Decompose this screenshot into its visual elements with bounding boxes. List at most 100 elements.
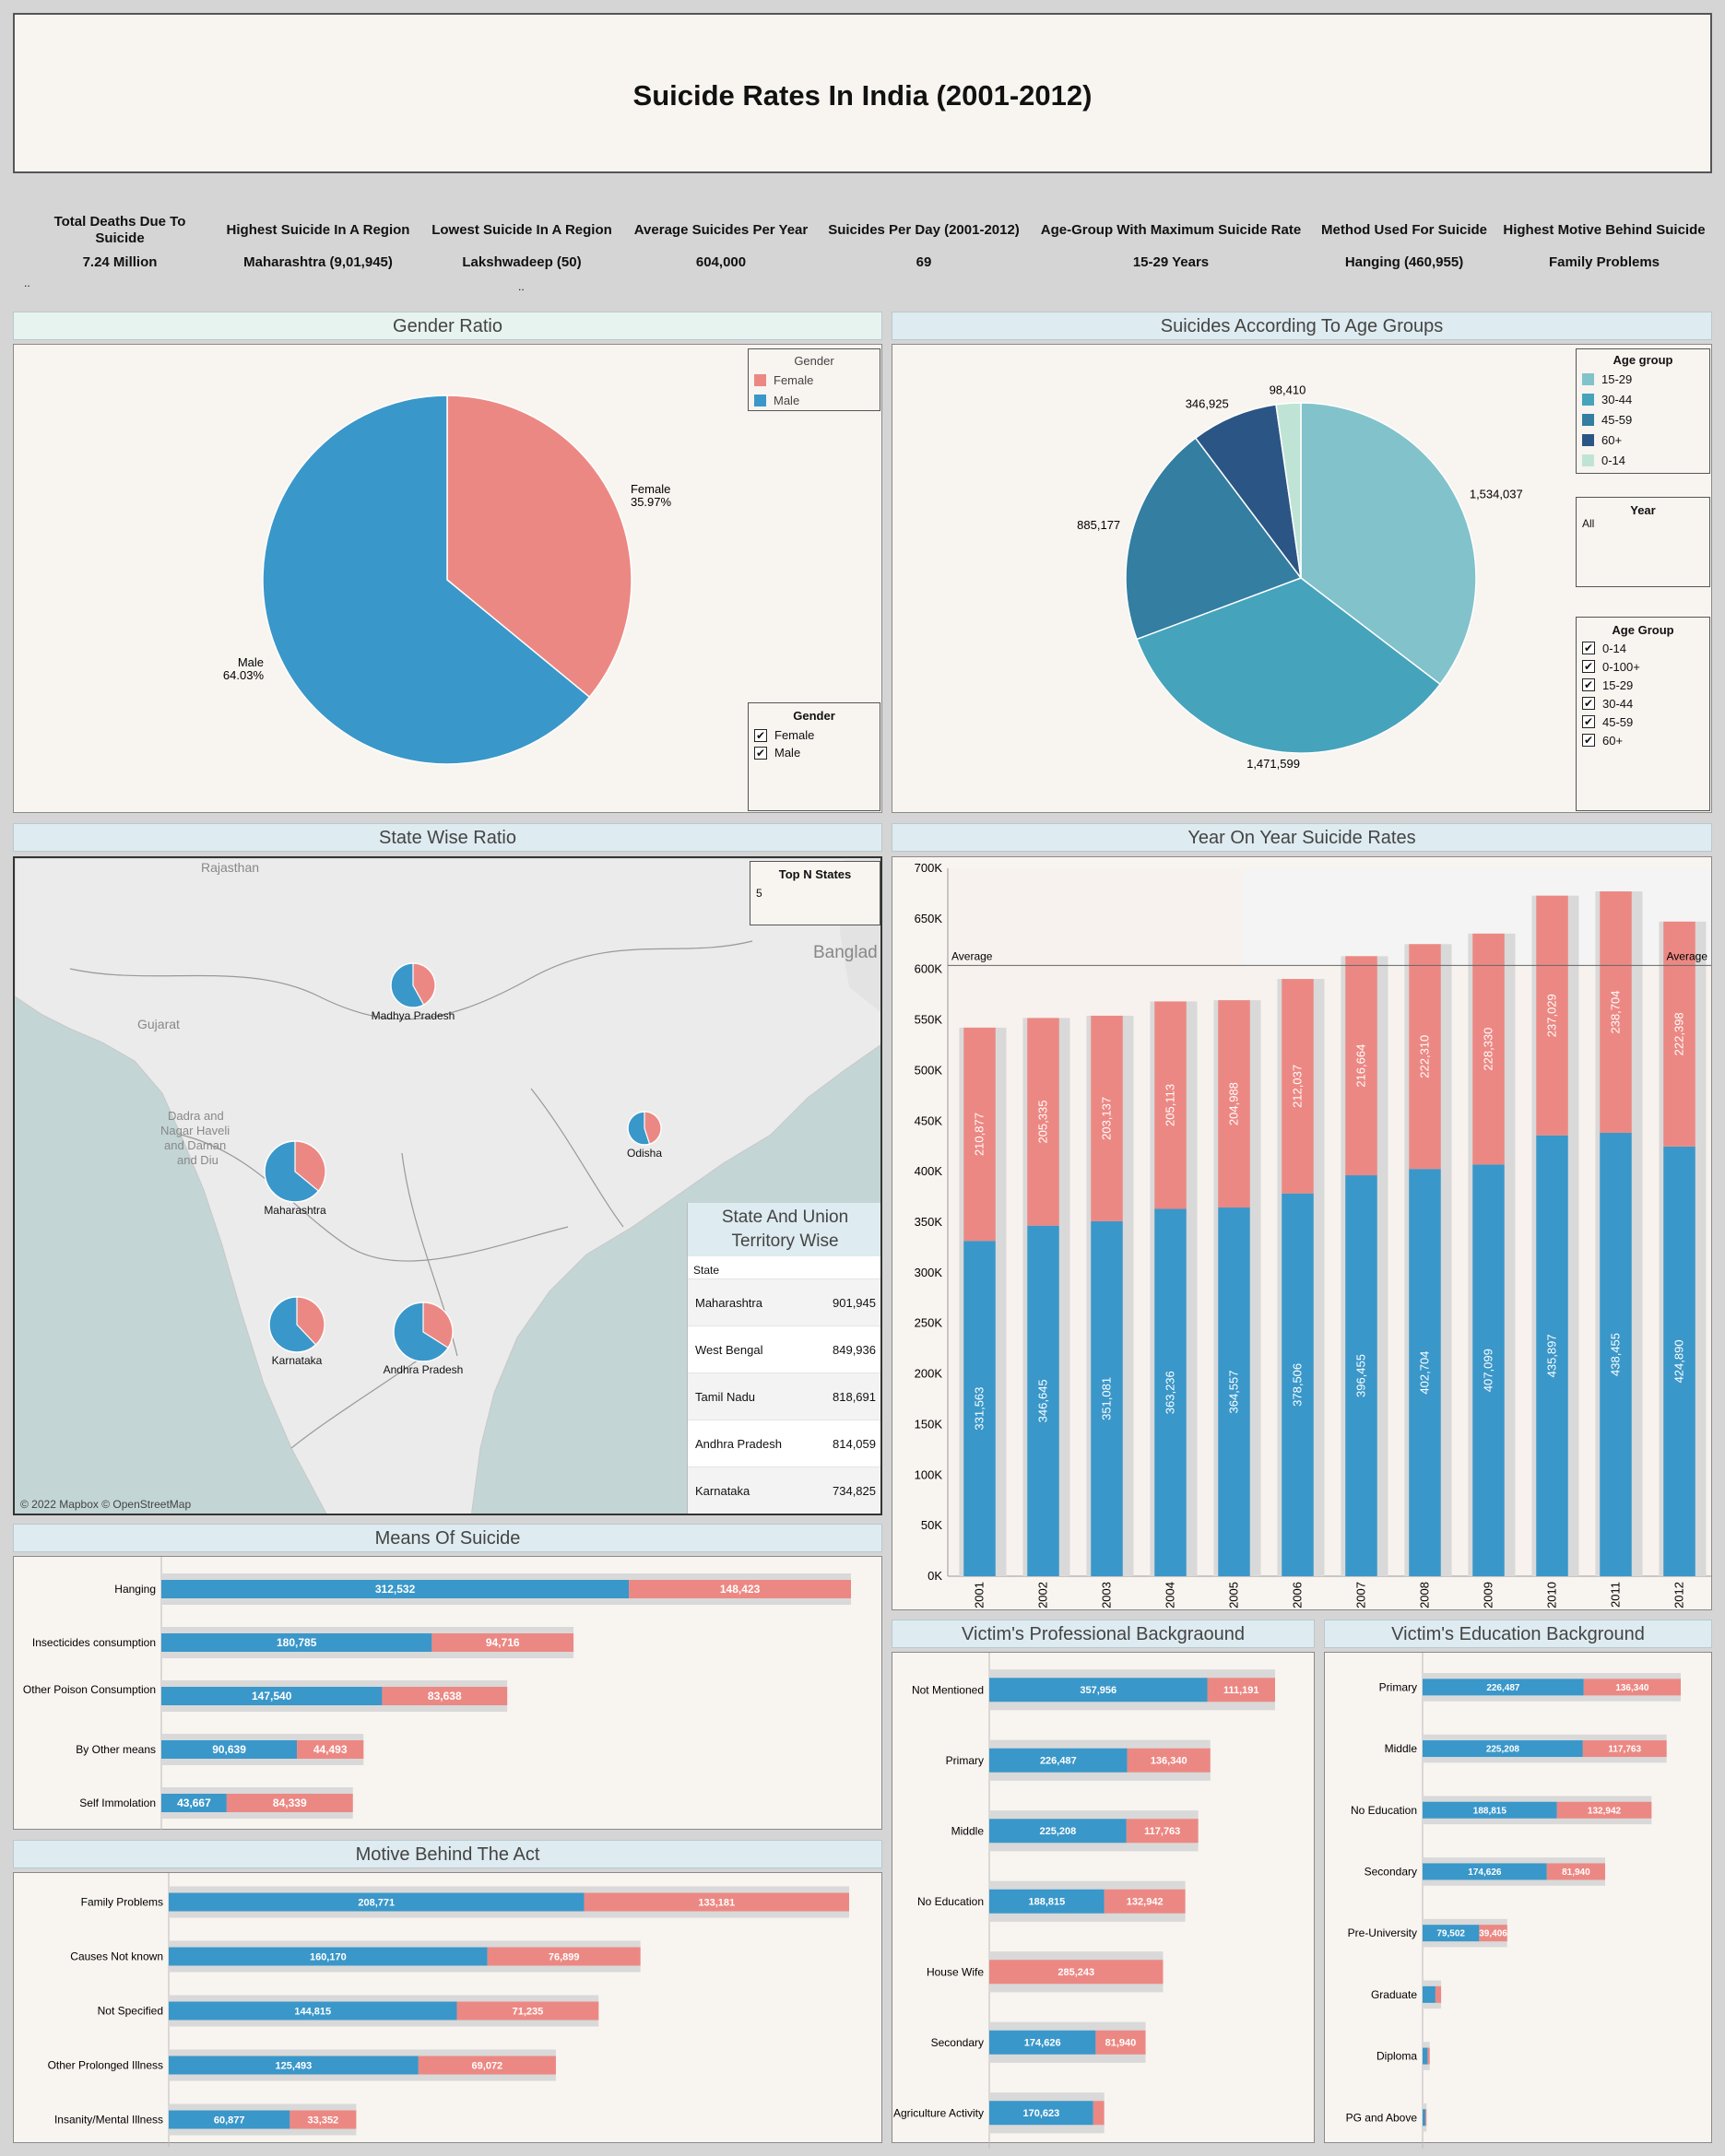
bar-male[interactable] xyxy=(161,1633,432,1652)
bar-male[interactable] xyxy=(1536,1135,1568,1576)
bar-male[interactable] xyxy=(161,1794,227,1812)
bar-male[interactable] xyxy=(989,2101,1093,2126)
bar-male[interactable] xyxy=(989,1889,1105,1914)
bar-male[interactable] xyxy=(989,1678,1208,1702)
checkbox-icon[interactable]: ✔ xyxy=(1582,715,1595,728)
bar-female[interactable] xyxy=(418,2056,556,2075)
bar-male[interactable] xyxy=(1423,2047,1428,2065)
pie-slice-male[interactable] xyxy=(262,395,591,765)
bar-male[interactable] xyxy=(1663,1146,1695,1576)
filter-female[interactable]: ✔ Female xyxy=(749,726,880,744)
bar-female[interactable] xyxy=(1536,895,1568,1136)
bar-female[interactable] xyxy=(382,1687,508,1705)
bar-male[interactable] xyxy=(1345,1175,1377,1576)
bar-male[interactable] xyxy=(1472,1164,1505,1576)
age-legend-item[interactable]: 30-44 xyxy=(1577,389,1709,409)
bar-male[interactable] xyxy=(161,1740,298,1759)
bar-female[interactable] xyxy=(1600,891,1632,1133)
bar-female[interactable] xyxy=(1663,921,1695,1147)
age-legend-item[interactable]: 0-14 xyxy=(1577,450,1709,470)
bar-male[interactable] xyxy=(1027,1225,1059,1576)
table-row[interactable]: West Bengal 849,936 xyxy=(688,1325,880,1373)
bar-female[interactable] xyxy=(431,1633,574,1652)
table-row[interactable]: Andhra Pradesh 814,059 xyxy=(688,1420,880,1467)
bar-female[interactable] xyxy=(1218,1000,1250,1208)
pie-slice-15-29[interactable] xyxy=(1300,402,1477,686)
bar-female[interactable] xyxy=(289,2110,357,2129)
age-legend-item[interactable]: 60+ xyxy=(1577,430,1709,450)
bar-female[interactable] xyxy=(989,1960,1164,1985)
bar-female[interactable] xyxy=(226,1794,353,1812)
bar-male[interactable] xyxy=(1423,1801,1557,1819)
bar-female[interactable] xyxy=(1435,1985,1442,2003)
bar-female[interactable] xyxy=(1154,1001,1187,1209)
bar-female[interactable] xyxy=(1127,1748,1211,1773)
checkbox-icon[interactable]: ✔ xyxy=(1582,697,1595,710)
state-pie-marker[interactable] xyxy=(15,858,882,1515)
top-n-value[interactable]: 5 xyxy=(756,887,762,900)
bar-female[interactable] xyxy=(1409,944,1441,1170)
table-row[interactable]: Tamil Nadu 818,691 xyxy=(688,1373,880,1420)
legend-female[interactable]: Female xyxy=(749,370,880,390)
bar-male[interactable] xyxy=(1282,1193,1314,1576)
bar-male[interactable] xyxy=(963,1241,996,1576)
bar-male[interactable] xyxy=(1423,1985,1436,2003)
checkbox-icon[interactable]: ✔ xyxy=(1582,642,1595,654)
bar-female[interactable] xyxy=(297,1740,364,1759)
age-legend-item[interactable]: 15-29 xyxy=(1577,369,1709,389)
state-pie-marker[interactable] xyxy=(15,858,882,1515)
bar-male[interactable] xyxy=(169,2056,419,2075)
bar-female[interactable] xyxy=(629,1580,851,1598)
state-pie-marker[interactable] xyxy=(15,858,882,1515)
bar-male[interactable] xyxy=(1091,1220,1123,1576)
bar-female[interactable] xyxy=(1095,2030,1146,2055)
pie-slice-0-14[interactable] xyxy=(1275,402,1302,579)
pie-slice-45-59[interactable] xyxy=(1125,437,1303,641)
bar-male[interactable] xyxy=(169,2001,457,2021)
bar-male[interactable] xyxy=(989,2030,1096,2055)
age-filter-item[interactable]: ✔ 60+ xyxy=(1577,731,1709,749)
pie-slice-30-44[interactable] xyxy=(1136,577,1442,754)
bar-male[interactable] xyxy=(1154,1208,1187,1576)
checkbox-icon[interactable]: ✔ xyxy=(1582,678,1595,691)
bar-female[interactable] xyxy=(487,1947,641,1966)
year-filter-value[interactable]: All xyxy=(1582,517,1595,530)
age-filter-item[interactable]: ✔ 30-44 xyxy=(1577,694,1709,713)
bar-male[interactable] xyxy=(161,1580,630,1598)
bar-male[interactable] xyxy=(1423,1740,1583,1758)
bar-female[interactable] xyxy=(456,2001,599,2021)
bar-male[interactable] xyxy=(1600,1132,1632,1576)
age-legend-item[interactable]: 45-59 xyxy=(1577,409,1709,430)
bar-female[interactable] xyxy=(1093,2101,1105,2126)
checkbox-icon[interactable]: ✔ xyxy=(1582,660,1595,673)
bar-female[interactable] xyxy=(584,1892,849,1912)
bar-female[interactable] xyxy=(1556,1801,1652,1819)
state-pie-marker[interactable] xyxy=(15,858,882,1515)
bar-female[interactable] xyxy=(1425,2109,1427,2127)
pie-slice-female[interactable] xyxy=(446,395,632,699)
bar-female[interactable] xyxy=(1427,2047,1430,2065)
bar-female[interactable] xyxy=(963,1027,996,1242)
table-row[interactable]: Karnataka 734,825 xyxy=(688,1467,880,1514)
age-filter-item[interactable]: ✔ 0-100+ xyxy=(1577,657,1709,676)
bar-male[interactable] xyxy=(1423,1863,1547,1880)
age-filter-item[interactable]: ✔ 45-59 xyxy=(1577,713,1709,731)
age-filter-item[interactable]: ✔ 0-14 xyxy=(1577,639,1709,657)
bar-female[interactable] xyxy=(1582,1740,1667,1758)
table-row[interactable]: Maharashtra 901,945 xyxy=(688,1278,880,1325)
checkbox-icon[interactable]: ✔ xyxy=(754,728,767,742)
bar-male[interactable] xyxy=(1423,2109,1426,2127)
bar-male[interactable] xyxy=(989,1819,1127,1844)
checkbox-icon[interactable]: ✔ xyxy=(1582,734,1595,747)
bar-male[interactable] xyxy=(169,1947,488,1966)
bar-female[interactable] xyxy=(1104,1889,1186,1914)
legend-male[interactable]: Male xyxy=(749,390,880,410)
bar-male[interactable] xyxy=(1423,1925,1480,1942)
bar-female[interactable] xyxy=(1207,1678,1275,1702)
bar-female[interactable] xyxy=(1472,933,1505,1165)
bar-female[interactable] xyxy=(1027,1018,1059,1226)
pie-slice-60+[interactable] xyxy=(1194,404,1302,579)
bar-male[interactable] xyxy=(161,1687,383,1705)
bar-female[interactable] xyxy=(1479,1925,1507,1942)
bar-male[interactable] xyxy=(1218,1208,1250,1576)
